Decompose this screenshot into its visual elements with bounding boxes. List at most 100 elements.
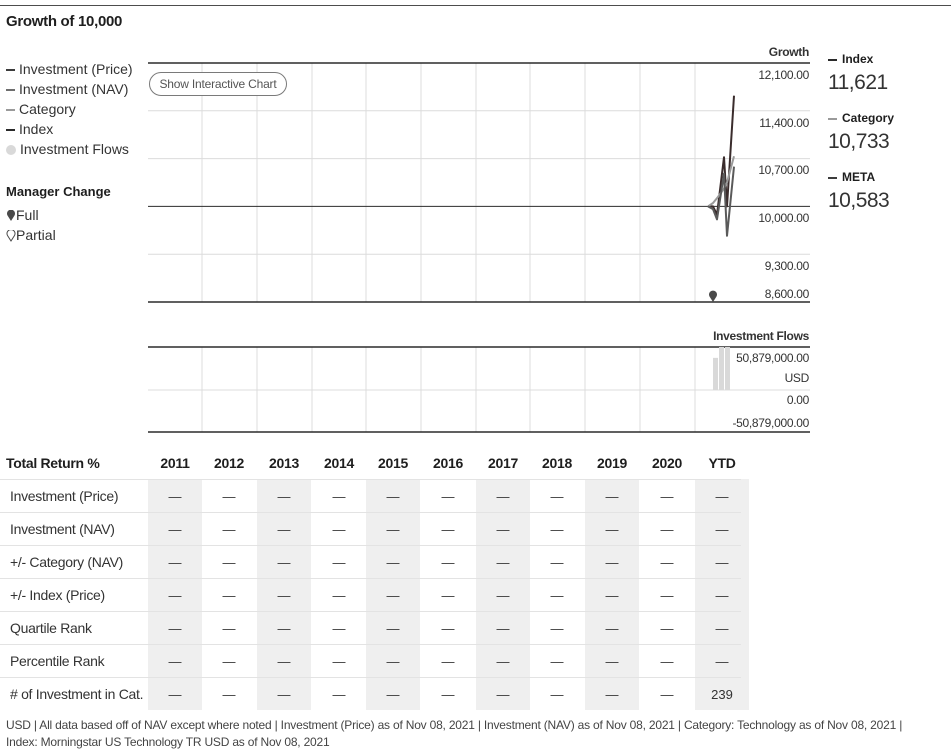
- right-legend-category-value: 10,733: [828, 130, 890, 153]
- table-row: Percentile Rank — — — — — — — — — — —: [0, 644, 741, 677]
- year-header: 2016: [433, 455, 463, 471]
- column-shade: [585, 479, 639, 710]
- table-cell: —: [496, 588, 510, 603]
- table-cell: —: [277, 654, 291, 669]
- legend-investment-flows[interactable]: Investment Flows: [6, 141, 129, 157]
- row-label: # of Investment in Cat.: [10, 686, 144, 702]
- table-cell: —: [277, 522, 291, 537]
- manager-change-full: Full: [6, 207, 39, 223]
- right-legend-meta: META: [828, 170, 875, 184]
- flow-bar: [719, 347, 724, 390]
- row-label: Investment (NAV): [10, 521, 115, 537]
- table-row: +/- Index (Price) — — — — — — — — — — —: [0, 578, 741, 611]
- table-cell: —: [386, 621, 400, 636]
- table-cell: —: [605, 522, 619, 537]
- table-cell: —: [715, 654, 729, 669]
- table-cell: —: [168, 555, 182, 570]
- table-cell: —: [605, 588, 619, 603]
- table-row: Investment (NAV) — — — — — — — — — — —: [0, 512, 741, 545]
- legend-index[interactable]: Index: [6, 121, 53, 137]
- flow-bar: [713, 357, 718, 390]
- manager-change-full-marker: [709, 290, 717, 302]
- column-shade: [366, 479, 420, 710]
- table-cell: —: [386, 588, 400, 603]
- year-header: 2015: [378, 455, 408, 471]
- growth-tick: 10,000.00: [758, 211, 809, 225]
- table-cell: —: [168, 522, 182, 537]
- table-cell: —: [441, 687, 455, 702]
- flows-unit: USD: [784, 371, 810, 385]
- legend-category[interactable]: Category: [6, 101, 76, 117]
- year-header: 2019: [597, 455, 627, 471]
- table-cell: —: [715, 555, 729, 570]
- flows-axis-title: Investment Flows: [713, 329, 809, 343]
- table-cell: —: [168, 489, 182, 504]
- right-legend-index-value: 11,621: [828, 71, 888, 94]
- legend-swatch: [828, 176, 837, 179]
- table-cell: —: [222, 489, 236, 504]
- right-legend-category: Category: [828, 111, 894, 125]
- growth-chart: [148, 62, 810, 433]
- manager-change-title: Manager Change: [6, 184, 111, 199]
- row-label: +/- Category (NAV): [10, 554, 123, 570]
- row-label: Quartile Rank: [10, 620, 92, 636]
- table-cell: —: [660, 588, 674, 603]
- row-label: Investment (Price): [10, 488, 119, 504]
- flows-tick: 0.00: [786, 393, 809, 407]
- year-header: 2017: [488, 455, 518, 471]
- row-label: +/- Index (Price): [10, 587, 105, 603]
- table-row: +/- Category (NAV) — — — — — — — — — — —: [0, 545, 741, 578]
- table-cell: —: [550, 687, 564, 702]
- table-row: Quartile Rank — — — — — — — — — — —: [0, 611, 741, 644]
- table-cell: —: [660, 621, 674, 636]
- column-shade: [148, 479, 202, 710]
- table-cell: —: [660, 522, 674, 537]
- legend-investment-nav[interactable]: Investment (NAV): [6, 81, 128, 97]
- table-cell: —: [496, 687, 510, 702]
- legend-swatch: [6, 109, 15, 112]
- table-cell: —: [332, 489, 346, 504]
- table-cell: —: [660, 687, 674, 702]
- column-shade: [476, 479, 530, 710]
- year-header: 2014: [324, 455, 354, 471]
- flows-tick: -50,879,000.00: [732, 416, 809, 430]
- table-cell: —: [332, 588, 346, 603]
- table-cell: —: [386, 489, 400, 504]
- table-cell: —: [222, 588, 236, 603]
- table-cell: —: [550, 489, 564, 504]
- table-cell: —: [168, 687, 182, 702]
- growth-tick: 8,600.00: [764, 287, 810, 301]
- series-line-meta: [707, 166, 735, 237]
- table-cell: —: [605, 555, 619, 570]
- right-legend-meta-value: 10,583: [828, 189, 890, 212]
- table-cell: —: [441, 621, 455, 636]
- table-cell: —: [168, 654, 182, 669]
- year-header: 2018: [542, 455, 572, 471]
- legend-swatch: [6, 69, 15, 72]
- flow-bar: [725, 347, 730, 390]
- table-cell: —: [222, 522, 236, 537]
- partial-marker-icon: [6, 229, 16, 243]
- table-cell: —: [441, 588, 455, 603]
- year-header: 2013: [269, 455, 299, 471]
- table-row: Investment (Price) — — — — — — — — — — —: [0, 479, 741, 512]
- table-cell: 239: [711, 687, 733, 702]
- table-cell: —: [386, 687, 400, 702]
- table-cell: —: [386, 522, 400, 537]
- table-cell: —: [605, 687, 619, 702]
- table-cell: —: [222, 555, 236, 570]
- legend-investment-price[interactable]: Investment (Price): [6, 61, 133, 77]
- table-cell: —: [496, 555, 510, 570]
- table-cell: —: [386, 555, 400, 570]
- table-cell: —: [332, 555, 346, 570]
- table-cell: —: [550, 621, 564, 636]
- legend-swatch: [828, 117, 837, 120]
- show-interactive-chart-button[interactable]: Show Interactive Chart: [149, 72, 287, 96]
- table-cell: —: [550, 522, 564, 537]
- legend-swatch: [828, 58, 837, 61]
- table-cell: —: [660, 555, 674, 570]
- table-cell: —: [715, 522, 729, 537]
- growth-tick: 11,400.00: [759, 116, 809, 130]
- year-header: YTD: [708, 455, 736, 471]
- table-cell: —: [386, 654, 400, 669]
